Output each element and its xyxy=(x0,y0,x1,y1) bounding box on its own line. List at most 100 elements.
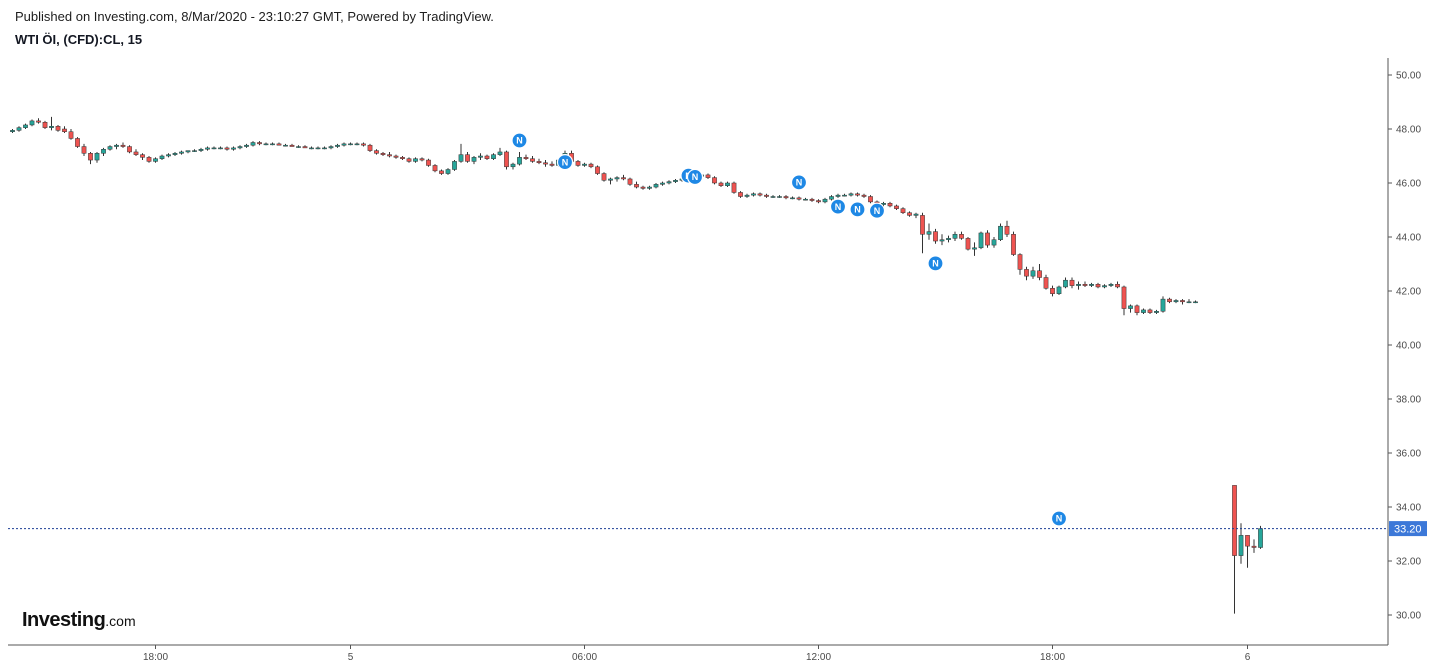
candle[interactable] xyxy=(1011,231,1016,256)
price-axis[interactable]: 50.00 48.00 46.00 44.00 42.00 40.00 38.00 36.00… xyxy=(1387,58,1427,645)
candle[interactable] xyxy=(270,142,275,146)
candle[interactable] xyxy=(413,157,418,163)
news-marker[interactable]: N xyxy=(511,132,528,149)
candle[interactable] xyxy=(471,156,477,165)
candle[interactable] xyxy=(666,180,672,185)
candle[interactable] xyxy=(10,129,15,134)
candle[interactable] xyxy=(985,230,990,248)
candle[interactable] xyxy=(1245,535,1250,568)
candle[interactable] xyxy=(1232,485,1237,614)
candle[interactable] xyxy=(1069,277,1075,289)
candle[interactable] xyxy=(400,156,405,161)
candle[interactable] xyxy=(1050,285,1055,297)
news-marker[interactable]: N xyxy=(556,154,574,171)
candle[interactable] xyxy=(88,151,93,165)
candle[interactable] xyxy=(1102,284,1107,289)
candle[interactable] xyxy=(445,168,451,175)
candle[interactable] xyxy=(510,162,516,170)
candle[interactable] xyxy=(62,126,67,134)
candle[interactable] xyxy=(120,142,126,148)
candle[interactable] xyxy=(140,153,145,161)
candle[interactable] xyxy=(640,185,646,190)
candle[interactable] xyxy=(1173,299,1179,304)
candle[interactable] xyxy=(842,193,847,197)
candle[interactable] xyxy=(198,147,204,152)
candle[interactable] xyxy=(153,157,158,163)
candle[interactable] xyxy=(458,143,464,163)
candle[interactable] xyxy=(517,151,522,166)
candle[interactable] xyxy=(972,242,977,256)
candle[interactable] xyxy=(1108,282,1114,287)
candle[interactable] xyxy=(1089,282,1094,287)
candle[interactable] xyxy=(387,151,392,158)
candle[interactable] xyxy=(497,147,503,156)
candle[interactable] xyxy=(907,211,912,217)
candle[interactable] xyxy=(933,228,938,244)
candle[interactable] xyxy=(757,192,763,197)
candle[interactable] xyxy=(705,173,711,179)
candle[interactable] xyxy=(23,123,28,129)
candle[interactable] xyxy=(36,118,41,124)
candle[interactable] xyxy=(1076,281,1081,290)
candle[interactable] xyxy=(107,145,113,151)
candle[interactable] xyxy=(653,183,659,189)
candle[interactable] xyxy=(991,237,997,248)
candle[interactable] xyxy=(1251,539,1257,553)
candle[interactable] xyxy=(1017,253,1023,275)
candle[interactable] xyxy=(380,151,386,156)
news-marker[interactable]: N xyxy=(868,202,886,219)
candle[interactable] xyxy=(68,129,74,140)
candle[interactable] xyxy=(341,142,347,147)
candle[interactable] xyxy=(1160,296,1166,313)
candle[interactable] xyxy=(289,143,295,147)
candle[interactable] xyxy=(712,176,717,185)
candle[interactable] xyxy=(1056,285,1062,296)
plot-area[interactable]: NNNNNNNNNN xyxy=(8,116,1388,614)
candle[interactable] xyxy=(523,154,529,161)
candle[interactable] xyxy=(127,145,132,154)
candle[interactable] xyxy=(998,223,1003,242)
candle[interactable] xyxy=(634,181,639,189)
news-marker[interactable]: N xyxy=(1050,510,1068,527)
candle[interactable] xyxy=(309,146,314,150)
candle[interactable] xyxy=(354,142,360,146)
candle[interactable] xyxy=(1095,282,1101,289)
candle[interactable] xyxy=(744,193,750,198)
candle[interactable] xyxy=(614,176,620,182)
candle[interactable] xyxy=(302,145,308,149)
candle[interactable] xyxy=(29,119,35,127)
candle[interactable] xyxy=(328,145,334,150)
candle[interactable] xyxy=(809,197,815,202)
candle[interactable] xyxy=(965,237,971,251)
candle[interactable] xyxy=(484,154,490,161)
candle[interactable] xyxy=(426,158,431,167)
candle[interactable] xyxy=(608,177,613,185)
candle[interactable] xyxy=(75,137,80,148)
candle[interactable] xyxy=(1141,308,1146,314)
candle[interactable] xyxy=(452,160,457,171)
candle[interactable] xyxy=(335,143,340,148)
candle[interactable] xyxy=(1063,277,1068,289)
candle[interactable] xyxy=(549,161,555,167)
candle[interactable] xyxy=(1024,266,1029,281)
candle[interactable] xyxy=(887,201,893,208)
candle[interactable] xyxy=(237,145,243,150)
candle[interactable] xyxy=(179,150,184,155)
candle[interactable] xyxy=(731,181,737,194)
candle[interactable] xyxy=(764,193,769,198)
candle[interactable] xyxy=(1154,309,1159,314)
news-marker[interactable]: N xyxy=(829,198,847,215)
candle[interactable] xyxy=(868,195,873,204)
candle[interactable] xyxy=(530,156,535,163)
candle[interactable] xyxy=(367,143,373,152)
candle[interactable] xyxy=(601,172,607,182)
candle[interactable] xyxy=(361,142,366,147)
candle[interactable] xyxy=(1128,304,1133,313)
candle[interactable] xyxy=(751,192,756,197)
candle[interactable] xyxy=(595,165,600,175)
candle[interactable] xyxy=(725,181,730,188)
candle[interactable] xyxy=(439,169,444,175)
candle[interactable] xyxy=(16,126,22,132)
candle[interactable] xyxy=(101,147,106,156)
